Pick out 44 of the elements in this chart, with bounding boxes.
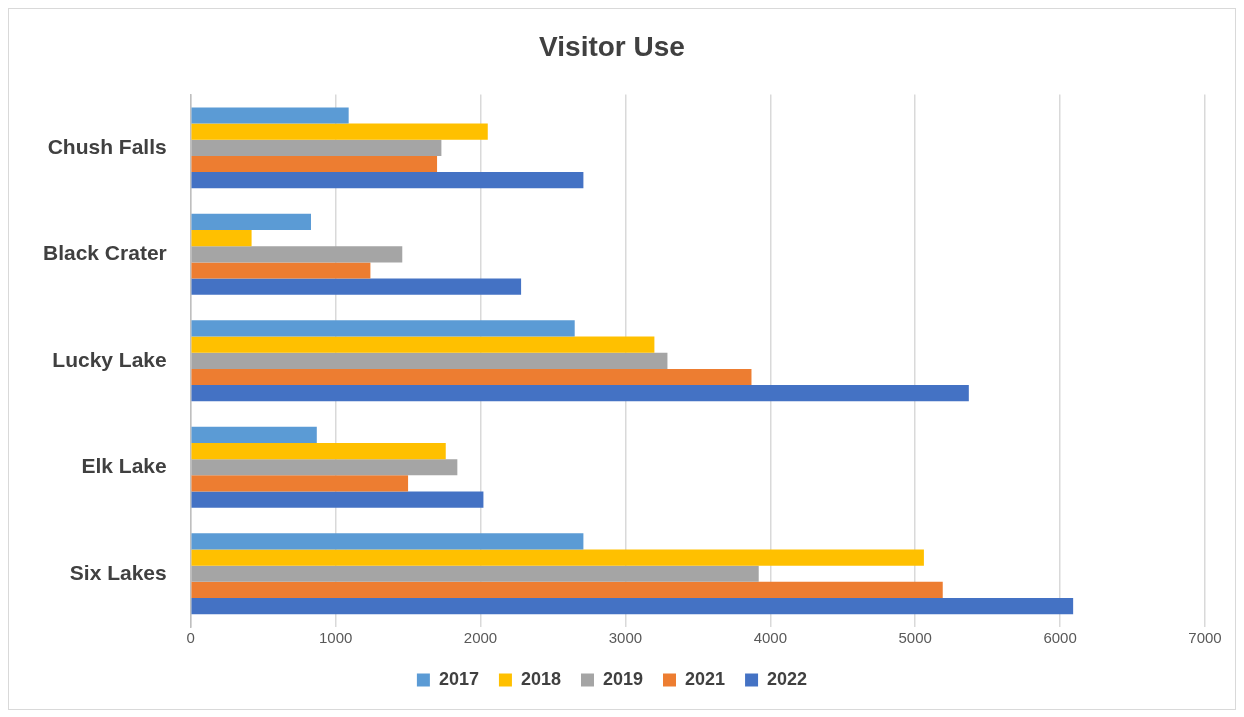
bar xyxy=(191,533,584,550)
legend-label: 2021 xyxy=(685,668,726,689)
bar xyxy=(191,336,655,353)
bar xyxy=(191,475,409,492)
bar xyxy=(191,213,311,231)
legend-label: 2022 xyxy=(767,668,808,689)
bar xyxy=(191,385,969,402)
bar xyxy=(191,426,317,443)
legend-label: 2017 xyxy=(438,668,479,689)
bar xyxy=(191,107,349,124)
legend-label: 2019 xyxy=(602,668,644,689)
bar xyxy=(191,320,575,337)
y-tick-label: Elk Lake xyxy=(81,454,167,478)
bar xyxy=(191,139,442,156)
y-tick-label: Lucky Lake xyxy=(52,347,167,371)
bar xyxy=(191,549,924,566)
x-tick-label: 4000 xyxy=(753,629,787,647)
x-tick-label: 0 xyxy=(186,629,195,647)
bar xyxy=(191,155,438,173)
y-tick-label: Chush Falls xyxy=(47,134,167,158)
y-tick-label: Six Lakes xyxy=(69,560,167,584)
x-tick-label: 3000 xyxy=(608,629,643,647)
bar xyxy=(191,565,759,582)
bar xyxy=(191,443,446,460)
bar xyxy=(191,246,403,263)
x-tick-label: 7000 xyxy=(1188,629,1222,647)
y-tick-label: Black Crater xyxy=(43,241,167,265)
bar xyxy=(191,598,1074,615)
x-tick-label: 6000 xyxy=(1043,629,1077,647)
x-tick-label: 5000 xyxy=(898,629,932,647)
bar xyxy=(191,459,458,476)
legend-label: 2018 xyxy=(520,668,561,689)
bar xyxy=(191,230,252,247)
bar xyxy=(191,262,371,279)
bar xyxy=(191,581,943,599)
x-tick-label: 2000 xyxy=(463,629,498,647)
bar xyxy=(191,491,484,508)
bar xyxy=(191,368,752,386)
bar xyxy=(191,278,522,295)
bar xyxy=(191,172,584,189)
x-tick-label: 1000 xyxy=(318,629,353,647)
bar xyxy=(191,352,668,369)
bar xyxy=(191,123,488,140)
chart-title: Visitor Use xyxy=(539,30,685,62)
